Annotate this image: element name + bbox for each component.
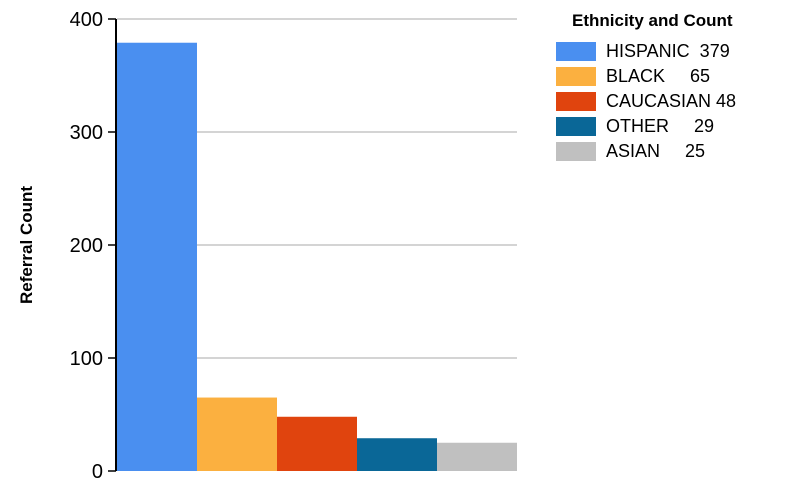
bar-asian — [437, 442, 517, 471]
legend-label: BLACK 65 — [606, 66, 711, 86]
y-tick-label: 400 — [70, 9, 103, 31]
legend-swatch — [556, 67, 596, 86]
y-tick-label: 0 — [92, 461, 103, 481]
bar-hispanic — [117, 42, 197, 471]
legend: Ethnicity and Count HISPANIC 379 BLACK 65… — [556, 10, 781, 165]
legend-item-caucasian: CAUCASIAN 48 — [556, 90, 781, 113]
y-axis-ticks: 0 100 200 300 400 — [70, 9, 116, 481]
legend-label: CAUCASIAN 48 — [606, 91, 737, 111]
bar-black — [197, 397, 277, 471]
bar-other — [357, 438, 437, 471]
y-tick-label: 100 — [70, 348, 103, 370]
legend-swatch — [556, 117, 596, 136]
legend-label: HISPANIC 379 — [606, 41, 730, 61]
y-tick-label: 300 — [70, 122, 103, 144]
bars — [117, 42, 517, 471]
legend-item-hispanic: HISPANIC 379 — [556, 40, 781, 63]
legend-swatch — [556, 42, 596, 61]
legend-label: ASIAN 25 — [606, 141, 706, 161]
legend-title: Ethnicity and Count — [572, 11, 733, 30]
y-axis-label: Referral Count — [17, 186, 36, 304]
legend-items: HISPANIC 379 BLACK 65 CAUCASIAN 48 OTHER 29… — [556, 40, 781, 163]
legend-swatch — [556, 92, 596, 111]
legend-label: OTHER 29 — [606, 116, 715, 136]
legend-swatch — [556, 142, 596, 161]
bar-caucasian — [277, 416, 357, 471]
y-tick-label: 200 — [70, 235, 103, 257]
legend-item-black: BLACK 65 — [556, 65, 781, 88]
legend-item-asian: ASIAN 25 — [556, 140, 781, 163]
bar-chart: 0 100 200 300 400 Referral Count — [17, 9, 517, 481]
legend-item-other: OTHER 29 — [556, 115, 781, 138]
